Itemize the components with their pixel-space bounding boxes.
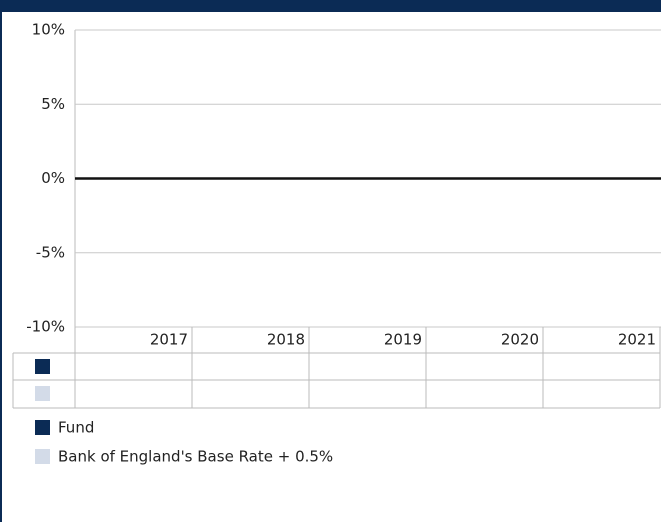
y-tick-label: 5% xyxy=(41,95,65,113)
frame-border xyxy=(0,0,2,522)
x-tick-label: 2021 xyxy=(618,331,656,349)
x-tick-label: 2017 xyxy=(150,331,188,349)
x-tick-label: 2020 xyxy=(501,331,539,349)
y-tick-label: 10% xyxy=(32,21,65,39)
table-legend-swatch xyxy=(35,359,50,374)
legend-swatch xyxy=(35,420,50,435)
legend-label: Bank of England's Base Rate + 0.5% xyxy=(58,448,333,466)
x-tick-label: 2019 xyxy=(384,331,422,349)
x-tick-label: 2018 xyxy=(267,331,305,349)
legend-label: Fund xyxy=(58,419,94,437)
legend-swatch xyxy=(35,449,50,464)
y-tick-label: 0% xyxy=(41,169,65,187)
y-tick-label: -5% xyxy=(36,243,65,261)
y-tick-label: -10% xyxy=(26,318,65,336)
table-legend-swatch xyxy=(35,386,50,401)
header-bar xyxy=(0,0,661,12)
